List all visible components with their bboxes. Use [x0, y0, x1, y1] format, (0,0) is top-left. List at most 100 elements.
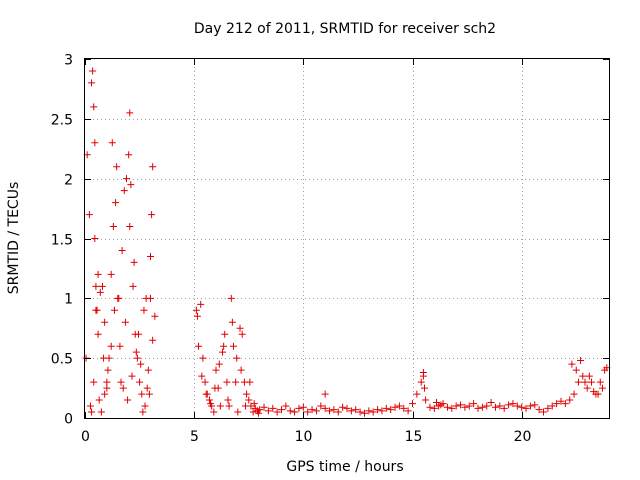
data-point: [149, 163, 157, 171]
data-point: [92, 306, 100, 314]
data-point: [134, 330, 142, 338]
data-point: [413, 390, 421, 398]
data-point: [126, 109, 134, 117]
data-point: [483, 402, 491, 410]
data-point: [202, 390, 210, 398]
data-point: [561, 400, 569, 408]
data-point: [249, 408, 257, 416]
x-tick-label: 15: [405, 429, 423, 445]
data-point: [557, 397, 565, 405]
data-point: [234, 408, 242, 416]
data-point: [574, 378, 582, 386]
data-point: [143, 384, 151, 392]
data-point: [205, 396, 213, 404]
data-point: [352, 406, 360, 414]
data-point: [544, 404, 552, 412]
data-point: [513, 402, 521, 410]
data-point: [260, 403, 268, 411]
data-point: [108, 139, 116, 147]
data-point: [419, 369, 427, 377]
data-point: [461, 403, 469, 411]
data-point: [103, 378, 111, 386]
plot-frame: [84, 58, 610, 419]
data-point: [387, 406, 395, 414]
data-point: [295, 404, 303, 412]
data-point: [94, 270, 102, 278]
data-point: [452, 402, 460, 410]
data-point: [421, 384, 429, 392]
data-point: [496, 402, 504, 410]
data-point: [195, 342, 203, 350]
data-point: [107, 270, 115, 278]
data-point: [465, 402, 473, 410]
data-point: [128, 372, 136, 380]
data-point: [404, 407, 412, 415]
data-point: [229, 342, 237, 350]
data-point: [391, 403, 399, 411]
data-point: [437, 401, 445, 409]
data-point: [540, 408, 547, 416]
data-point: [220, 342, 228, 350]
data-point: [116, 342, 124, 350]
data-point: [113, 163, 121, 171]
data-point: [598, 384, 606, 392]
data-point: [109, 223, 117, 231]
data-point: [127, 181, 135, 189]
data-point: [299, 403, 307, 411]
data-point: [91, 139, 99, 147]
data-point: [531, 401, 539, 409]
y-tick-label: 0: [64, 412, 73, 428]
data-point: [112, 199, 120, 207]
data-point: [120, 187, 128, 195]
data-point: [197, 300, 205, 308]
data-point: [232, 378, 240, 386]
data-point: [90, 378, 98, 386]
data-point: [594, 390, 602, 398]
data-point: [568, 360, 576, 368]
data-point: [219, 348, 227, 356]
data-point: [91, 235, 99, 242]
data-point: [140, 306, 148, 314]
data-point: [227, 294, 235, 302]
x-tick-label: 20: [514, 429, 532, 445]
data-point: [126, 223, 134, 231]
data-point: [596, 378, 604, 386]
data-point: [136, 378, 144, 386]
data-point: [101, 390, 109, 398]
data-point: [308, 406, 316, 414]
data-point: [147, 294, 154, 302]
data-point: [85, 211, 93, 219]
data-point: [117, 378, 125, 386]
data-point: [211, 384, 219, 392]
data-point: [585, 372, 593, 380]
data-point: [317, 402, 325, 410]
data-point: [124, 396, 132, 404]
data-point: [269, 404, 277, 412]
data-point: [133, 354, 141, 362]
data-point: [579, 372, 587, 380]
data-point: [282, 402, 290, 410]
data-point: [141, 402, 149, 410]
data-point: [245, 396, 253, 404]
data-point: [588, 378, 596, 386]
data-point: [132, 348, 140, 356]
data-point: [125, 151, 133, 159]
grid: [85, 59, 609, 418]
data-point: [139, 408, 147, 416]
data-point: [339, 403, 347, 411]
data-point: [378, 407, 386, 415]
data-point: [286, 407, 294, 415]
data-point: [256, 406, 264, 414]
data-point: [118, 246, 126, 254]
data-point: [223, 378, 231, 386]
data-point: [233, 354, 241, 362]
data-point: [365, 407, 373, 415]
data-point: [243, 390, 251, 398]
data-point: [509, 400, 517, 408]
data-point: [198, 372, 206, 380]
data-point: [470, 400, 478, 408]
x-tick-label: 10: [295, 429, 313, 445]
data-point: [474, 404, 482, 412]
data-point: [86, 402, 94, 410]
data-point: [130, 258, 138, 266]
